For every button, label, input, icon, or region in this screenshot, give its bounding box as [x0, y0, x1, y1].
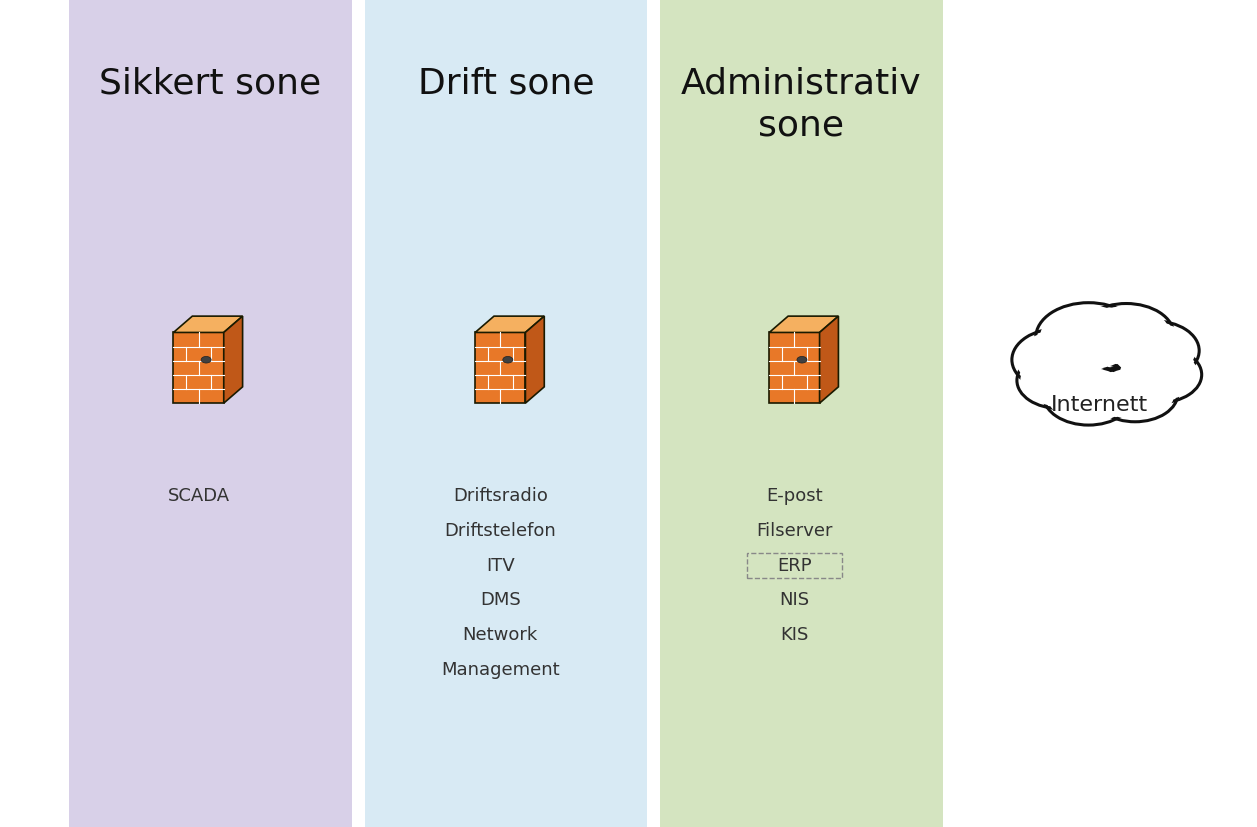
Text: Network: Network: [463, 626, 538, 644]
Polygon shape: [173, 316, 243, 332]
Polygon shape: [224, 316, 243, 403]
Circle shape: [1096, 368, 1174, 419]
Circle shape: [1043, 366, 1134, 425]
Circle shape: [1040, 305, 1138, 370]
Polygon shape: [769, 332, 820, 403]
Circle shape: [1112, 323, 1195, 378]
Circle shape: [1021, 355, 1099, 406]
Text: ERP: ERP: [777, 557, 812, 575]
Text: DMS: DMS: [480, 591, 520, 609]
Text: Filserver: Filserver: [757, 522, 832, 540]
Text: Drift sone: Drift sone: [417, 66, 595, 100]
Polygon shape: [820, 316, 838, 403]
Bar: [69, 0, 352, 827]
Circle shape: [1082, 306, 1170, 364]
Polygon shape: [475, 316, 544, 332]
Text: NIS: NIS: [779, 591, 810, 609]
Text: Driftstelefon: Driftstelefon: [445, 522, 556, 540]
Circle shape: [1079, 304, 1174, 366]
Circle shape: [503, 356, 513, 363]
Polygon shape: [525, 316, 544, 403]
Circle shape: [1016, 331, 1104, 389]
Circle shape: [1109, 321, 1199, 380]
Polygon shape: [173, 332, 224, 403]
Text: SCADA: SCADA: [167, 487, 230, 505]
Circle shape: [1092, 366, 1178, 422]
Circle shape: [1012, 328, 1107, 391]
Text: KIS: KIS: [781, 626, 808, 644]
Text: Internett: Internett: [1051, 395, 1149, 415]
Text: ITV: ITV: [486, 557, 514, 575]
Text: Administrativ
sone: Administrativ sone: [681, 66, 921, 142]
Circle shape: [1047, 368, 1130, 423]
Text: Management: Management: [441, 661, 559, 679]
Circle shape: [1036, 303, 1141, 372]
Circle shape: [1120, 349, 1198, 400]
Text: E-post: E-post: [766, 487, 823, 505]
Circle shape: [1017, 352, 1102, 409]
Polygon shape: [475, 332, 525, 403]
Circle shape: [201, 356, 211, 363]
Bar: [660, 0, 943, 827]
Text: Sikkert sone: Sikkert sone: [99, 66, 322, 100]
Bar: [365, 0, 647, 827]
Polygon shape: [769, 316, 838, 332]
Circle shape: [797, 356, 807, 363]
Text: Driftsradio: Driftsradio: [453, 487, 548, 505]
Bar: [747, 553, 842, 578]
Circle shape: [1116, 347, 1202, 403]
